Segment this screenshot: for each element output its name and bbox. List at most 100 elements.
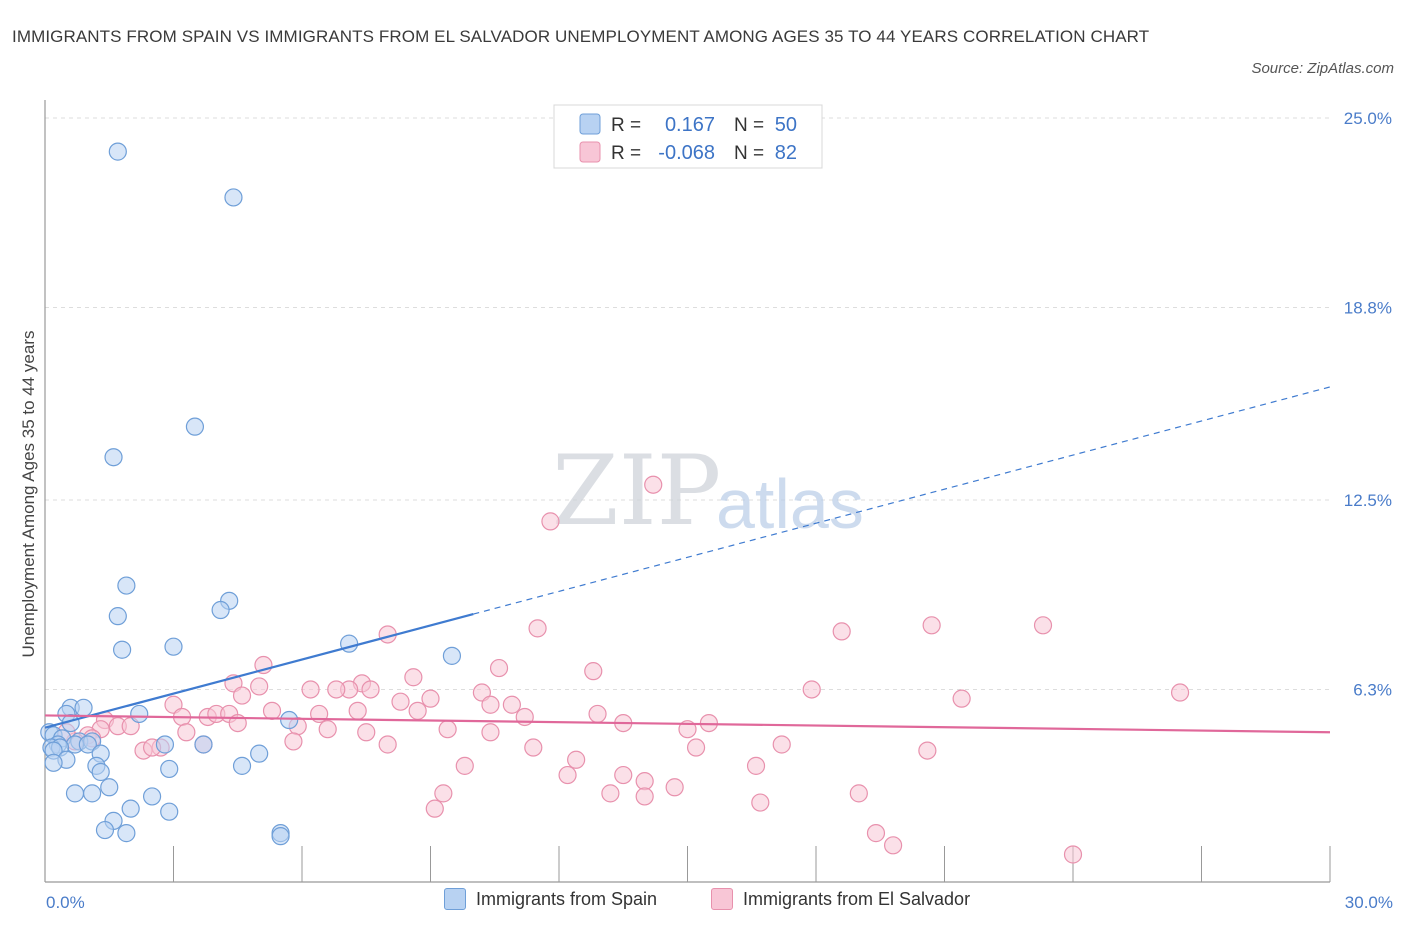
point-salvador [455,756,474,775]
point-spain [74,698,93,717]
point-spain [104,448,123,467]
point-salvador [772,735,791,754]
point-salvador [567,750,586,769]
point-salvador [391,692,410,711]
point-salvador [601,784,620,803]
point-salvador [1033,616,1053,635]
point-salvador [524,738,543,757]
point-salvador [541,512,560,531]
legend-label-salvador: Immigrants from El Salvador [743,888,971,909]
point-spain [108,607,127,626]
point-salvador [1170,683,1190,702]
point-salvador [262,701,282,720]
y-tick-label: 6.3% [1353,680,1392,699]
point-spain [95,820,115,840]
point-salvador [635,772,654,791]
point-spain [232,756,252,775]
point-salvador [250,677,269,696]
point-salvador [421,689,440,708]
legend-swatch-salvador [579,141,601,163]
point-salvador [1063,845,1083,864]
tick-labels: 25.0% 18.8% 12.5% 6.3% 0.0% 30.0% [46,109,1393,912]
point-salvador [584,662,603,681]
point-spain [83,784,102,803]
point-spain [78,735,97,754]
legend-swatch-spain [579,113,601,135]
trend-line-spain-extrapolated [473,386,1331,615]
point-spain [224,188,243,207]
y-tick-label: 25.0% [1344,109,1392,128]
legend-n-label-salvador: N = [734,143,764,164]
point-salvador [404,668,423,687]
point-spain [164,637,183,656]
point-salvador [438,720,457,739]
trend-lines [44,386,1331,734]
trend-line-spain [44,613,474,729]
point-salvador [558,765,577,785]
point-salvador [232,686,252,705]
point-spain [442,646,462,665]
point-salvador [686,738,706,757]
point-salvador [327,680,346,699]
legend-item-spain: Immigrants from Spain [444,888,657,910]
point-spain [211,600,230,620]
source-note: Source: ZipAtlas.com [1251,60,1394,77]
point-salvador [644,475,663,494]
point-salvador [515,707,534,727]
point-salvador [434,784,453,803]
point-spain [108,142,127,161]
point-spain [185,417,205,436]
legend-r-label-spain: R = [611,115,641,136]
x-tick-label: 30.0% [1345,893,1393,912]
point-spain [44,753,63,772]
legend-r-label-salvador: R = [611,143,641,164]
legend-n-value-spain: 50 [775,114,797,136]
point-salvador [301,680,320,699]
point-salvador [378,735,397,754]
point-salvador [751,793,770,812]
point-spain [194,735,213,754]
legend-r-value-salvador: -0.068 [658,142,715,164]
watermark: ZIP atlas [552,435,864,547]
x-tick-label: 0.0% [46,893,85,912]
point-salvador [802,680,821,699]
point-spain [117,576,136,595]
point-spain [112,640,132,659]
point-salvador [922,616,941,635]
point-spain [142,787,162,806]
point-spain [271,827,290,846]
point-spain [100,778,119,797]
point-salvador [635,787,654,806]
point-salvador [528,619,547,638]
watermark-atlas: atlas [716,465,864,543]
point-salvador [502,695,521,714]
point-salvador [425,799,444,818]
point-spain [65,784,85,803]
point-salvador [284,732,303,751]
point-spain [91,762,110,782]
point-salvador [832,622,851,641]
point-salvador [361,680,380,699]
legend-item-salvador: Immigrants from El Salvador [711,888,970,910]
point-salvador [883,836,903,855]
point-salvador [481,695,500,714]
point-salvador [746,756,766,775]
point-spain [250,744,269,763]
legend-n-value-salvador: 82 [775,142,797,164]
legend-r-value-spain: 0.167 [665,114,715,136]
legend-label-spain: Immigrants from Spain [476,888,658,909]
point-salvador [318,720,337,739]
point-spain [160,759,179,779]
point-salvador [408,701,427,720]
point-salvador [866,824,886,843]
point-salvador [489,658,509,678]
axes [44,100,1331,883]
point-spain [121,799,140,818]
point-salvador [588,704,607,724]
point-salvador [952,689,971,708]
point-spain [160,802,179,821]
y-axis-label: Unemployment Among Ages 35 to 44 years [19,331,38,658]
legend-swatch-bottom-salvador [711,888,733,910]
stats-legend: R = 0.167 N = 50 R = -0.068 N = 82 [553,104,823,169]
